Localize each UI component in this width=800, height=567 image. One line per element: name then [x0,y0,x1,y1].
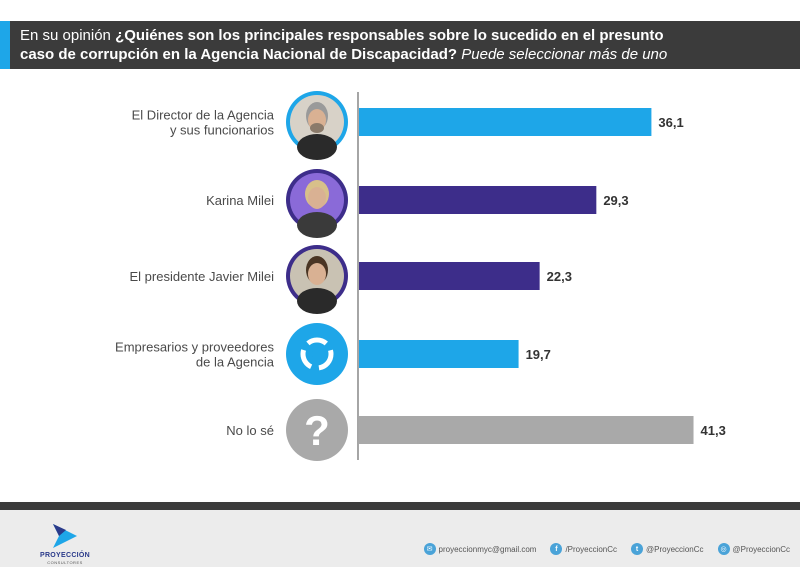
title-banner: En su opinión ¿Quiénes son los principal… [0,21,800,69]
title-hint: Puede seleccionar más de uno [457,46,668,63]
question-mark-icon: ? [286,399,348,461]
twitter-icon: t [631,543,644,555]
bar-0 [359,108,652,136]
category-label-0: El Director de la Agencia y sus funcionar… [132,108,275,138]
instagram-icon: ◎ [717,543,730,555]
chart-title: En su opinión ¿Quiénes son los principal… [20,26,680,64]
brand-name: PROYECCIÓN [39,552,91,559]
contact-item[interactable]: f/ProyeccionCc [550,543,617,555]
contact-text: /ProyeccionCc [565,544,618,554]
category-label-1: Karina Milei [206,193,274,208]
brand-subtitle: CONSULTORES [47,560,83,565]
company-logo-icon [286,323,348,385]
category-label-line: y sus funcionarios [170,123,275,138]
category-label-4: No lo sé [226,423,274,438]
contact-item[interactable]: t @ProyeccionCc [631,543,704,555]
bar-chart: 36,1 El Director de la Agencia y sus funci… [115,91,726,461]
value-label-0: 36,1 [658,115,683,130]
value-label-4: 41,3 [701,423,726,438]
category-label-line: Karina Milei [206,193,274,208]
brand-logo: PROYECCIÓN CONSULTORES [32,522,112,565]
contact-text: proyeccionmyc@gmail.com [438,544,537,554]
bar-3 [359,340,519,368]
contact-list: ✉ proyeccionmyc@gmail.com f/ProyeccionCc t @… [423,543,790,555]
bar-4 [359,416,694,444]
svg-text:?: ? [304,407,330,454]
bar-1 [359,186,597,214]
person-photo-icon [286,245,348,314]
contact-item[interactable]: ◎ @ProyeccionCc [717,543,790,555]
value-label-2: 22,3 [547,269,572,284]
category-label-2: El presidente Javier Milei [129,269,274,284]
category-label-line: El Director de la Agencia [132,108,275,123]
value-label-3: 19,7 [526,347,551,362]
person-photo-icon [286,169,348,238]
category-label-line: de la Agencia [196,355,275,370]
contact-text: @ProyeccionCc [732,544,790,554]
title-question: ¿Quiénes son los principales responsable… [20,27,664,63]
brand-logo-mark-icon [53,524,77,548]
contact-text: @ProyeccionCc [646,544,704,554]
person-photo-icon [286,91,348,160]
value-label-1: 29,3 [603,193,628,208]
email-icon: ✉ [423,543,436,555]
bar-2 [359,262,540,290]
footer: PROYECCIÓN CONSULTORES ✉ proyeccionmyc@gm… [0,510,800,567]
category-label-line: El presidente Javier Milei [129,269,274,284]
facebook-icon: f [550,543,563,555]
category-label-3: Empresarios y proveedores de la Agencia [115,340,275,370]
category-label-line: No lo sé [226,423,274,438]
footer-divider [0,502,800,510]
contact-item[interactable]: ✉ proyeccionmyc@gmail.com [423,543,537,555]
title-lead: En su opinión [20,27,116,44]
category-label-line: Empresarios y proveedores [115,340,274,355]
